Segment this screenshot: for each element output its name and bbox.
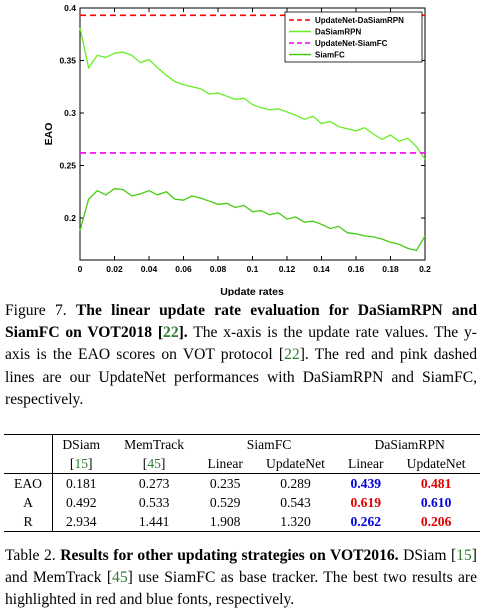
series-dasiamrpn-line (79, 27, 426, 160)
table-cell: 0.289 (251, 473, 340, 493)
header-dasiamrpn: DaSiamRPN (339, 434, 480, 454)
y-tick-label: 0.2 (64, 213, 76, 223)
x-tick-label: 0.14 (313, 264, 330, 274)
y-tick-label: 0.3 (64, 108, 76, 118)
table-cell: 0.235 (198, 473, 252, 493)
citation-link[interactable]: 22 (284, 346, 300, 364)
figure-caption-text: The x-axis is the update rate values. Th… (5, 324, 477, 364)
legend-label: UpdateNet-DaSiamRPN (315, 16, 404, 25)
table-cell: 0.543 (280, 494, 311, 510)
series-siamfc-line (79, 187, 426, 252)
table-cell: 0.439 (339, 473, 393, 493)
y-tick-label: 0.4 (64, 3, 76, 13)
table-caption-text: ] and MemTrack (5, 547, 477, 587)
y-tick-label: 0.35 (59, 56, 76, 66)
legend: UpdateNet-DaSiamRPN DaSiamRPN UpdateNet-Si… (284, 11, 423, 63)
y-tick-label: 0.25 (59, 161, 76, 171)
table-caption-bold: Results for other updating strategies on… (60, 547, 399, 564)
table-cell: 0.533 (138, 494, 170, 510)
header-memtrack-cite: [45] (142, 455, 166, 471)
table-cell: 1.908 (198, 512, 252, 532)
table-row: R 2.934 1.441 1.908 1.320 0.262 0.206 (4, 512, 480, 532)
figure-7-chart: 0 0.02 0.04 0.06 0.08 0.1 0.12 0.14 0.16 0.18 0.2 0… (43, 3, 431, 296)
x-axis-label: Update rates (220, 286, 284, 296)
x-tick-label: 0.06 (175, 264, 192, 274)
header-siamfc-updatenet: UpdateNet (266, 455, 325, 471)
x-tick-label: 0.18 (382, 264, 399, 274)
header-dsiam: DSiam (52, 434, 110, 454)
x-tick-label: 0 (78, 264, 83, 274)
table-cell: 2.934 (52, 512, 110, 532)
table-caption-text: ] use SiamFC as base tracker. The best t… (5, 569, 477, 609)
citation-link[interactable]: 15 (74, 455, 89, 471)
table-corner (4, 434, 53, 454)
x-tick-label: 0.2 (419, 264, 431, 274)
header-dasiam-updatenet: UpdateNet (406, 455, 466, 471)
header-dsiam-cite: [15] (69, 455, 93, 471)
legend-label: DaSiamRPN (315, 28, 361, 37)
table-cell: 0.481 (392, 473, 480, 493)
x-tick-label: 0.08 (210, 264, 227, 274)
table-cell: 0.610 (420, 494, 452, 510)
table-cell: 1.320 (251, 512, 340, 532)
table-caption: Table 2. Results for other updating stra… (5, 547, 477, 609)
table-corner (4, 454, 53, 474)
x-tick-label: 0.12 (279, 264, 296, 274)
citation-link[interactable]: 15 (456, 547, 472, 564)
figure-caption-bold-end: ]. (178, 324, 188, 342)
table-row: EAO 0.181 0.273 0.235 0.289 0.439 0.481 (4, 473, 480, 493)
citation-link[interactable]: 45 (112, 569, 128, 587)
row-label: R (4, 512, 53, 532)
figure-caption: Figure 7. The linear update rate evaluat… (5, 302, 477, 408)
x-tick-label: 0.04 (141, 264, 158, 274)
table-cell: 1.441 (109, 512, 199, 532)
header-siamfc: SiamFC (198, 434, 340, 454)
citation-link[interactable]: 45 (147, 455, 161, 471)
y-axis-label: EAO (43, 123, 55, 146)
table-caption-label: Table 2. (5, 547, 56, 564)
table-cell: 0.492 (65, 494, 97, 510)
figure-caption-text-end: ]. The red and pink dashed lines are our… (5, 346, 477, 408)
table-cell: 0.262 (339, 512, 393, 532)
row-label: EAO (4, 473, 53, 493)
table-row: A 0.492 0.533 0.529 0.543 0.619 0.610 (4, 493, 480, 512)
table-caption-text: DSiam (398, 547, 451, 564)
figure-caption-bold: The linear update rate evaluation for Da… (5, 302, 477, 342)
x-tick-label: 0.16 (348, 264, 365, 274)
table-cell: 0.273 (109, 473, 199, 493)
legend-label: UpdateNet-SiamFC (315, 39, 388, 48)
citation-link[interactable]: 22 (163, 324, 179, 342)
header-siamfc-linear: Linear (207, 455, 243, 471)
table-cell: 0.619 (350, 494, 382, 510)
figure-caption-label: Figure 7. (5, 302, 67, 319)
header-memtrack: MemTrack (109, 434, 199, 454)
table-cell: 0.529 (209, 494, 241, 510)
row-label: A (4, 493, 53, 512)
results-table: DSiam MemTrack SiamFC DaSiamRPN [15] [45… (4, 434, 480, 532)
table-cell: 0.206 (392, 512, 480, 532)
legend-label: SiamFC (315, 51, 345, 60)
x-tick-label: 0.1 (247, 264, 259, 274)
header-dasiam-linear: Linear (348, 455, 384, 471)
table-cell: 0.181 (52, 473, 110, 493)
x-tick-label: 0.02 (106, 264, 123, 274)
